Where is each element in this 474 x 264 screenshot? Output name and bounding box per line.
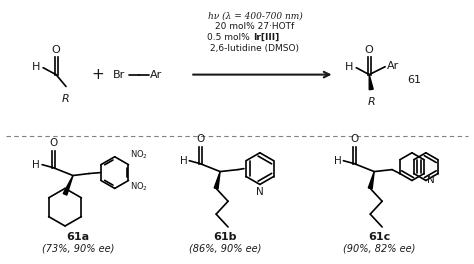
Text: (86%, 90% ee): (86%, 90% ee) — [189, 244, 261, 254]
Text: 61c: 61c — [368, 232, 390, 242]
Text: 61a: 61a — [66, 232, 90, 242]
Text: O: O — [365, 45, 374, 55]
Text: NO$_2$: NO$_2$ — [129, 149, 148, 161]
Text: (73%, 90% ee): (73%, 90% ee) — [42, 244, 114, 254]
Text: O: O — [350, 134, 358, 144]
Text: H: H — [180, 156, 187, 166]
Text: R: R — [62, 95, 70, 104]
Text: N: N — [256, 187, 264, 197]
Text: 20 mol% 27·HOTf: 20 mol% 27·HOTf — [215, 22, 294, 31]
Text: 0.5 mol%: 0.5 mol% — [207, 33, 253, 42]
Text: +: + — [91, 67, 104, 82]
Text: Ar: Ar — [149, 70, 162, 80]
Text: Ir[III]: Ir[III] — [253, 33, 279, 42]
Text: 61b: 61b — [213, 232, 237, 242]
Text: H: H — [334, 156, 341, 166]
Text: R: R — [367, 97, 375, 107]
Text: hν (λ = 400-700 nm): hν (λ = 400-700 nm) — [208, 11, 302, 20]
Text: H: H — [32, 62, 40, 72]
Text: O: O — [52, 45, 61, 55]
Text: H: H — [345, 62, 353, 72]
Text: NO$_2$: NO$_2$ — [129, 180, 148, 193]
Polygon shape — [63, 176, 73, 195]
Text: 61: 61 — [407, 74, 421, 84]
Text: Br: Br — [113, 70, 125, 80]
Text: H: H — [32, 160, 40, 170]
Text: Ar: Ar — [387, 61, 400, 71]
Polygon shape — [214, 172, 220, 189]
Polygon shape — [368, 172, 374, 189]
Text: O: O — [196, 134, 204, 144]
Text: (90%, 82% ee): (90%, 82% ee) — [343, 244, 415, 254]
Text: O: O — [49, 138, 57, 148]
Text: N: N — [427, 175, 434, 185]
Text: 2,6-lutidine (DMSO): 2,6-lutidine (DMSO) — [210, 44, 300, 53]
Polygon shape — [369, 75, 373, 90]
